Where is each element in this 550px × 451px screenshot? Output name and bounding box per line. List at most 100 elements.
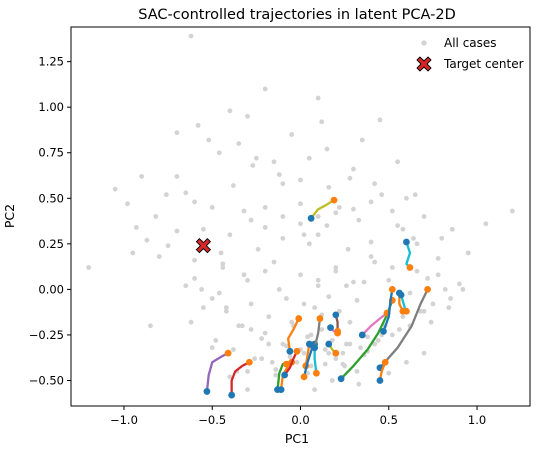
trajectory xyxy=(380,285,396,335)
background-point xyxy=(192,199,197,205)
background-point xyxy=(395,223,400,229)
background-point xyxy=(407,290,413,296)
background-point xyxy=(347,341,353,347)
background-point xyxy=(148,323,153,329)
background-point xyxy=(395,159,400,165)
background-point xyxy=(199,286,205,292)
trajectory-end-point xyxy=(388,285,396,293)
trajectory-end-point xyxy=(312,369,320,377)
y-tick-label: 1.00 xyxy=(38,100,64,114)
background-point xyxy=(356,381,362,387)
background-point xyxy=(336,204,342,210)
background-point xyxy=(231,347,236,352)
background-point xyxy=(356,217,362,223)
background-point xyxy=(509,208,515,214)
target-center-layer xyxy=(195,238,212,254)
background-point xyxy=(412,192,418,198)
background-point xyxy=(112,186,118,192)
y-tick-label: −0.25 xyxy=(29,328,64,342)
background-point xyxy=(239,323,245,329)
background-point xyxy=(414,241,420,247)
background-point xyxy=(465,250,471,256)
background-point xyxy=(354,297,360,303)
background-point xyxy=(312,305,318,311)
background-point xyxy=(220,261,226,267)
background-point xyxy=(227,374,233,380)
trajectory xyxy=(228,358,253,399)
legend-all-cases-label: All cases xyxy=(444,36,497,50)
background-point xyxy=(86,265,92,270)
background-point xyxy=(245,387,250,393)
background-point xyxy=(361,279,367,285)
background-point xyxy=(306,241,312,247)
background-point xyxy=(460,286,466,292)
background-point xyxy=(368,239,374,245)
trajectory-end-point xyxy=(403,307,410,315)
trajectory-end-point xyxy=(332,349,340,357)
background-point xyxy=(359,137,365,143)
trajectory-start-point xyxy=(397,291,405,299)
background-point xyxy=(262,225,268,230)
y-tick-label: 0.50 xyxy=(38,191,64,205)
y-tick-label: 0.25 xyxy=(38,237,64,251)
background-point xyxy=(306,155,312,161)
background-point xyxy=(421,308,427,314)
background-point xyxy=(368,199,374,205)
background-point xyxy=(259,336,265,341)
background-point xyxy=(404,195,409,201)
background-point xyxy=(130,250,136,256)
background-point xyxy=(421,350,427,356)
trajectory-end-point xyxy=(334,329,341,337)
trajectory-line xyxy=(313,317,322,349)
background-point xyxy=(227,232,233,238)
background-point xyxy=(442,286,448,292)
background-point xyxy=(252,356,257,362)
background-point xyxy=(245,113,250,119)
trajectory-line xyxy=(309,198,336,220)
trajectory-end-point xyxy=(245,358,253,366)
background-point xyxy=(421,214,427,219)
background-point xyxy=(231,183,236,188)
background-point xyxy=(201,226,206,232)
trajectories-layer xyxy=(203,196,432,399)
background-point xyxy=(414,268,420,274)
background-point xyxy=(344,283,349,289)
background-point xyxy=(248,327,254,332)
x-tick-label: −0.5 xyxy=(198,413,226,427)
background-point xyxy=(333,210,339,216)
background-point xyxy=(315,277,321,283)
trajectory-end-point xyxy=(330,196,338,204)
background-point xyxy=(294,359,300,365)
background-point xyxy=(308,363,314,369)
trajectory-start-point xyxy=(203,388,211,395)
trajectory-line xyxy=(378,288,429,369)
background-point xyxy=(298,221,303,227)
background-point xyxy=(483,221,489,227)
trajectory-start-point xyxy=(403,238,410,246)
y-axis-ticks: −0.50 −0.25 0.00 0.25 0.50 0.75 1.00 1.25 xyxy=(29,55,71,387)
background-point xyxy=(439,235,445,241)
trajectory-line xyxy=(361,311,389,337)
background-point xyxy=(280,341,286,347)
background-point xyxy=(326,294,332,300)
background-point xyxy=(425,276,431,281)
background-point xyxy=(255,246,261,252)
background-point xyxy=(206,137,212,143)
legend: All cases Target center xyxy=(416,36,524,72)
background-point xyxy=(241,208,247,214)
background-point xyxy=(386,370,392,376)
trajectory-line xyxy=(382,288,394,333)
background-point xyxy=(269,359,275,365)
background-point xyxy=(209,345,215,351)
trajectory-end-point xyxy=(381,358,389,366)
background-point xyxy=(298,201,303,207)
background-point xyxy=(372,181,378,187)
background-point xyxy=(435,272,441,278)
background-point xyxy=(379,192,385,198)
background-point xyxy=(404,359,409,365)
y-tick-label: 0.00 xyxy=(38,282,64,296)
background-point xyxy=(248,217,254,223)
background-point xyxy=(276,172,282,177)
trajectory-start-point xyxy=(337,375,345,383)
